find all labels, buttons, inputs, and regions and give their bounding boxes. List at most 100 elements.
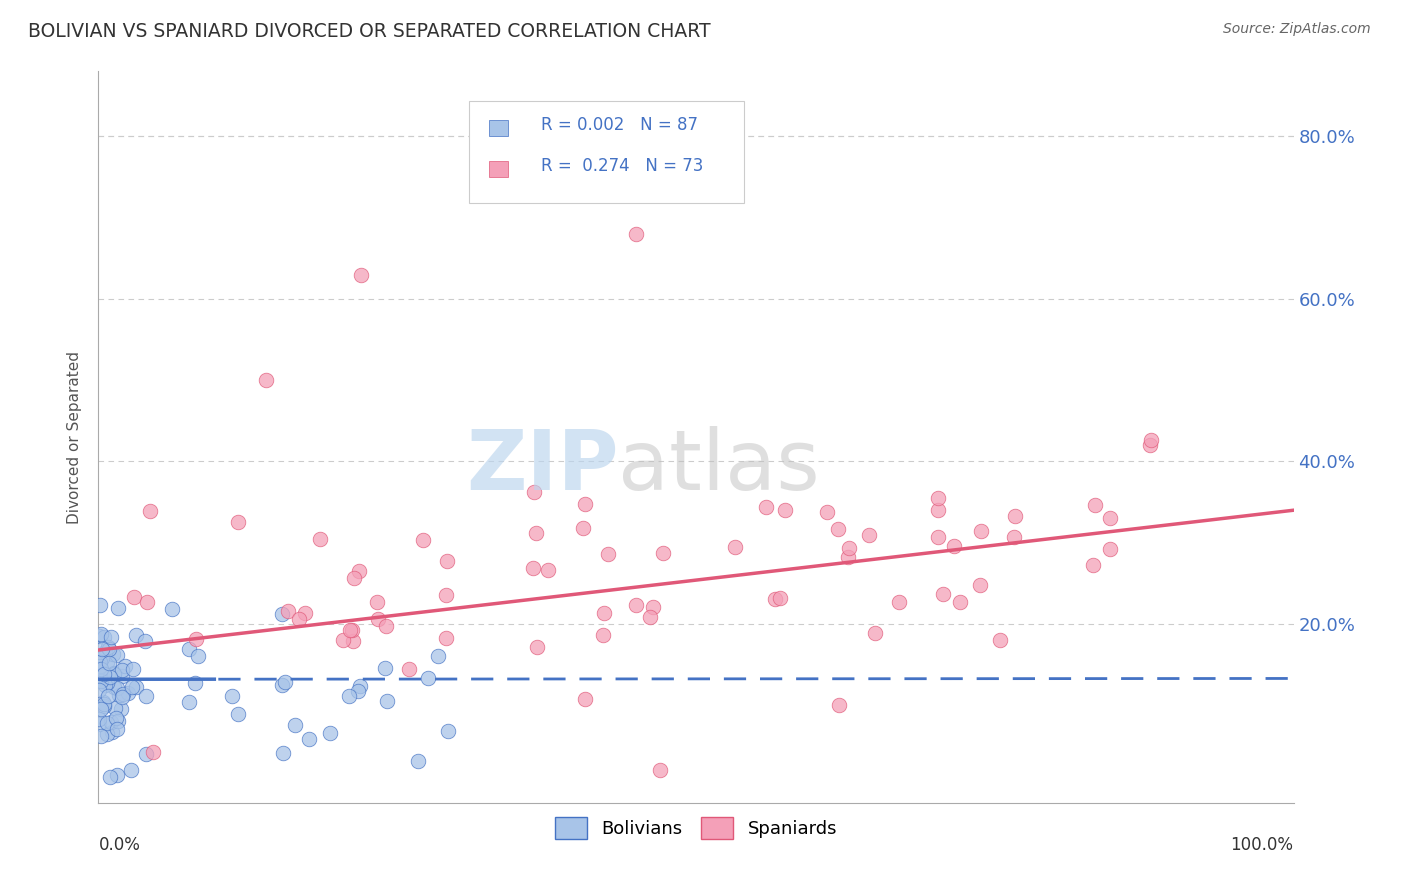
Point	[347, 564, 370, 578]
Point	[142, 745, 165, 759]
Point	[340, 624, 363, 638]
Point	[271, 746, 294, 760]
Point	[889, 595, 911, 609]
Point	[574, 691, 596, 706]
Point	[522, 561, 544, 575]
Point	[434, 632, 457, 646]
Point	[96, 676, 118, 690]
Point	[724, 540, 747, 554]
Point	[343, 571, 366, 585]
Point	[100, 715, 122, 730]
Legend: Bolivians, Spaniards: Bolivians, Spaniards	[547, 810, 845, 847]
Point	[100, 770, 122, 784]
Point	[122, 590, 145, 604]
Point	[969, 578, 991, 592]
Point	[89, 656, 111, 670]
Point	[90, 673, 112, 687]
Point	[277, 604, 299, 618]
Point	[105, 681, 128, 696]
Point	[1081, 558, 1104, 572]
Point	[90, 702, 112, 716]
Point	[626, 598, 648, 612]
Point	[87, 683, 110, 698]
Point	[377, 694, 399, 708]
Point	[375, 618, 398, 632]
Point	[160, 602, 183, 616]
Point	[298, 732, 321, 747]
Point	[97, 674, 120, 689]
Point	[949, 595, 972, 609]
Point	[104, 701, 127, 715]
Text: BOLIVIAN VS SPANIARD DIVORCED OR SEPARATED CORRELATION CHART: BOLIVIAN VS SPANIARD DIVORCED OR SEPARAT…	[28, 22, 711, 41]
Text: ZIP: ZIP	[465, 425, 619, 507]
Text: R = 0.002   N = 87: R = 0.002 N = 87	[541, 116, 697, 134]
Point	[136, 595, 159, 609]
Point	[1139, 438, 1161, 452]
Point	[524, 526, 547, 541]
Point	[427, 649, 450, 664]
Point	[96, 715, 118, 730]
Point	[98, 656, 121, 670]
FancyBboxPatch shape	[489, 161, 508, 177]
Point	[648, 764, 672, 778]
Point	[105, 722, 128, 736]
Point	[406, 754, 429, 768]
Point	[97, 640, 120, 655]
Point	[108, 688, 131, 702]
Point	[1098, 542, 1121, 557]
Point	[271, 607, 294, 621]
Point	[342, 634, 364, 648]
Point	[94, 645, 117, 659]
Point	[319, 725, 342, 739]
Point	[641, 600, 664, 615]
Point	[111, 668, 134, 682]
Point	[110, 663, 132, 677]
Point	[943, 539, 966, 553]
Point	[367, 612, 389, 626]
Point	[755, 500, 778, 514]
Point	[763, 592, 786, 607]
Point	[93, 698, 115, 713]
Point	[107, 600, 129, 615]
Point	[339, 623, 361, 637]
Point	[927, 530, 949, 544]
Point	[226, 515, 249, 529]
Point	[412, 533, 434, 547]
Point	[526, 640, 548, 654]
Point	[100, 670, 122, 684]
Point	[1002, 530, 1025, 544]
Point	[226, 706, 249, 721]
Point	[274, 675, 297, 690]
Point	[652, 546, 675, 560]
Point	[98, 642, 121, 657]
Point	[90, 627, 112, 641]
Point	[87, 716, 110, 731]
Point	[969, 524, 991, 538]
Point	[638, 610, 661, 624]
Point	[125, 628, 148, 642]
Point	[221, 690, 243, 704]
Point	[90, 729, 112, 743]
Point	[398, 662, 420, 676]
Point	[103, 665, 125, 680]
Point	[89, 712, 111, 726]
Point	[815, 505, 838, 519]
Point	[769, 591, 792, 605]
Point	[97, 690, 120, 704]
Point	[93, 667, 115, 681]
Text: atlas: atlas	[619, 425, 820, 507]
Point	[90, 662, 112, 676]
Point	[186, 632, 208, 646]
Point	[184, 676, 207, 690]
Point	[932, 587, 955, 601]
Point	[927, 491, 949, 505]
Point	[89, 599, 111, 613]
FancyBboxPatch shape	[470, 101, 744, 203]
Point	[988, 632, 1011, 647]
Point	[135, 689, 157, 703]
Point	[93, 631, 115, 645]
Point	[101, 647, 124, 661]
FancyBboxPatch shape	[489, 120, 508, 136]
Point	[91, 695, 114, 709]
Point	[87, 629, 110, 643]
